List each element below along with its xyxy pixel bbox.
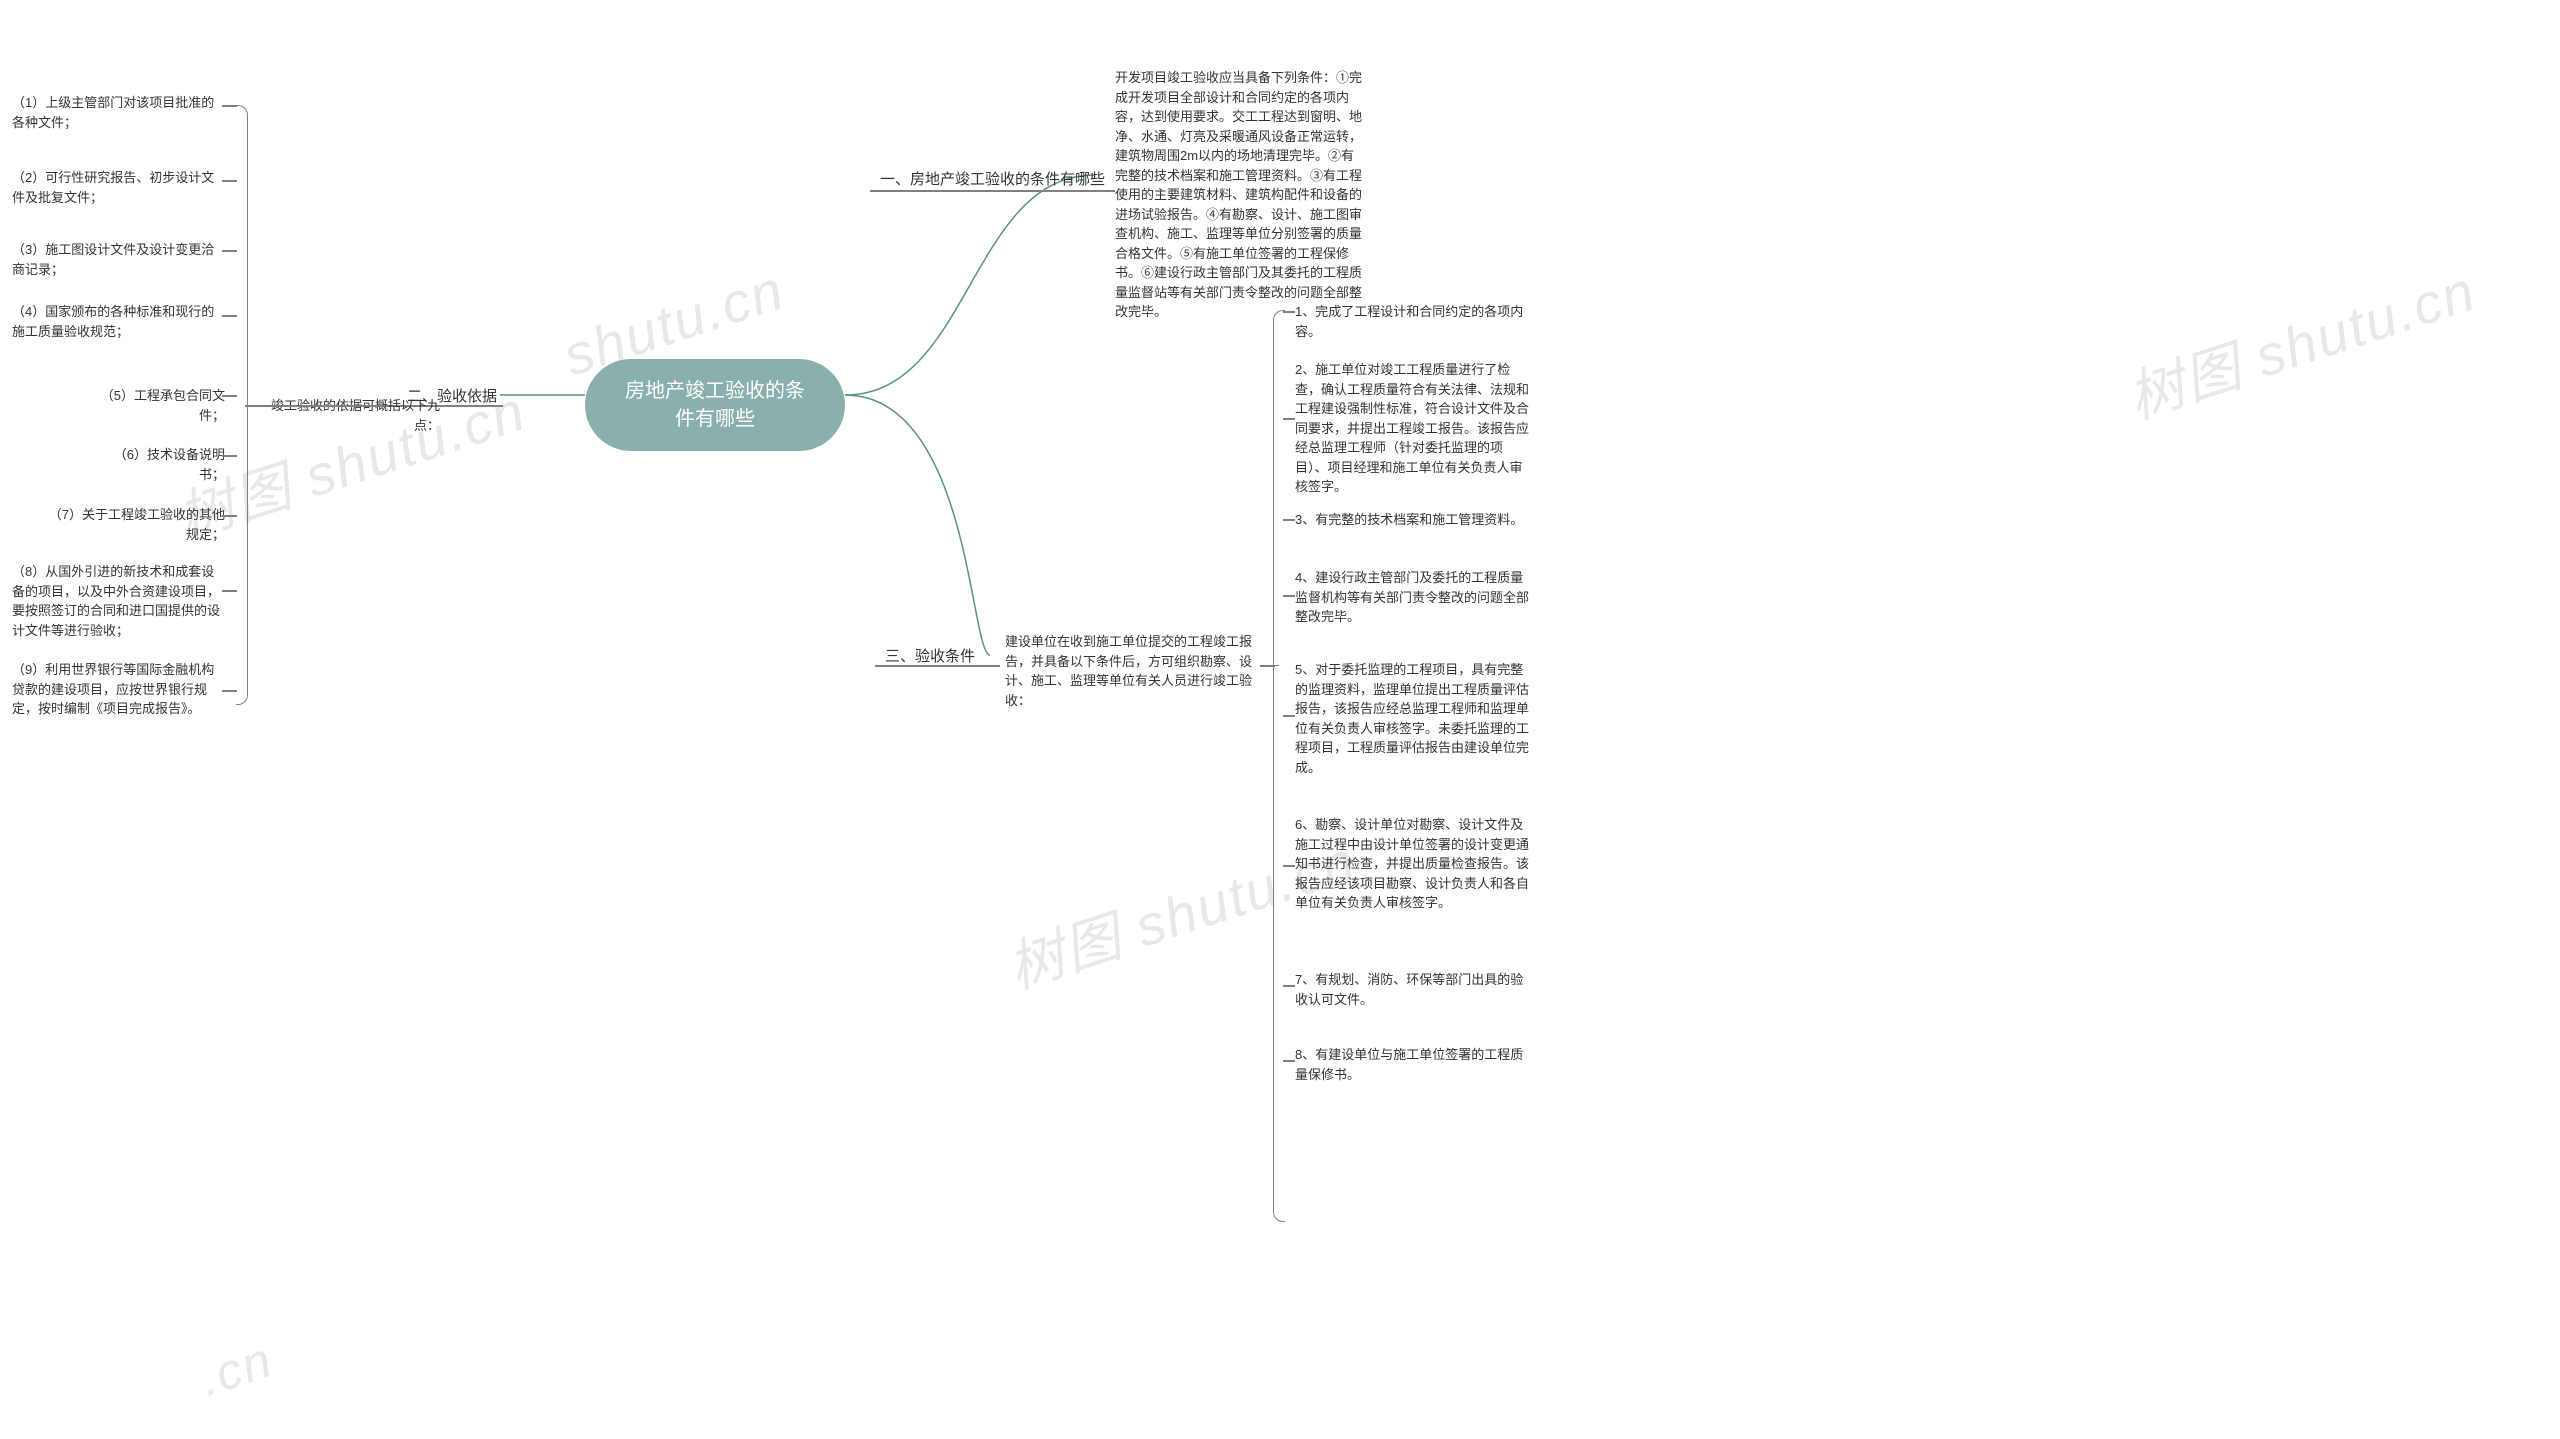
branch-3-item-3: 3、有完整的技术档案和施工管理资料。 — [1295, 510, 1535, 530]
branch-2-item-3: （3）施工图设计文件及设计变更洽商记录； — [12, 240, 227, 279]
branch-3-item-8: 8、有建设单位与施工单位签署的工程质量保修书。 — [1295, 1045, 1535, 1084]
branch-3-item-5: 5、对于委托监理的工程项目，具有完整的监理资料，监理单位提出工程质量评估报告，该… — [1295, 660, 1535, 777]
branch-3-item-6: 6、勘察、设计单位对勘察、设计文件及施工过程中由设计单位签署的设计变更通知书进行… — [1295, 815, 1535, 913]
item-line — [222, 315, 237, 317]
item-line — [222, 180, 237, 182]
branch-3-bracket — [1273, 310, 1285, 1222]
branch-2-bracket — [236, 105, 248, 705]
branch-2-item-2: （2）可行性研究报告、初步设计文件及批复文件； — [12, 168, 227, 207]
branch-3-item-7: 7、有规划、消防、环保等部门出具的验收认可文件。 — [1295, 970, 1535, 1009]
branch-2-item-6: （6）技术设备说明书； — [95, 445, 225, 484]
branch-2-item-1: （1）上级主管部门对该项目批准的各种文件； — [12, 93, 227, 132]
branch-2-item-5: （5）工程承包合同文件； — [75, 386, 225, 425]
watermark: 树图 shutu.cn — [2116, 246, 2485, 435]
item-line — [1283, 865, 1295, 867]
item-line — [222, 515, 237, 517]
branch-3-label: 三、验收条件 — [885, 645, 975, 666]
item-line — [222, 590, 237, 592]
item-line — [1283, 1060, 1295, 1062]
branch-1-underline — [870, 190, 1110, 192]
bracket-tick — [1273, 665, 1279, 666]
item-line — [1283, 519, 1295, 521]
branch-1-content: 开发项目竣工验收应当具备下列条件：①完成开发项目全部设计和合同约定的各项内容，达… — [1115, 68, 1365, 322]
branch-3-underline — [875, 665, 985, 667]
item-line — [1283, 418, 1295, 420]
item-line — [1283, 595, 1295, 597]
branch-2-item-7: （7）关于工程竣工验收的其他规定； — [40, 505, 225, 544]
item-line — [1283, 985, 1295, 987]
branch-2-item-9: （9）利用世界银行等国际金融机构贷款的建设项目，应按世界银行规定，按时编制《项目… — [12, 660, 227, 719]
item-line — [222, 105, 237, 107]
branch-2-item-8: （8）从国外引进的新技术和成套设备的项目，以及中外合资建设项目，要按照签订的合同… — [12, 562, 227, 640]
branch-3-item-2: 2、施工单位对竣工工程质量进行了检查，确认工程质量符合有关法律、法规和工程建设强… — [1295, 360, 1535, 497]
center-topic: 房地产竣工验收的条件有哪些 — [585, 359, 845, 451]
watermark: .cn — [193, 1330, 280, 1408]
branch-2-item-4: （4）国家颁布的各种标准和现行的施工质量验收规范； — [12, 302, 227, 341]
item-line — [222, 250, 237, 252]
branch-3-item-1: 1、完成了工程设计和合同约定的各项内容。 — [1295, 302, 1535, 341]
item-line — [1283, 311, 1295, 313]
branch-3-sub: 建设单位在收到施工单位提交的工程竣工报告，并具备以下条件后，方可组织勘察、设计、… — [1005, 632, 1260, 710]
item-line — [222, 690, 237, 692]
connector-line — [1100, 190, 1115, 192]
item-line — [1283, 715, 1295, 717]
branch-1-label: 一、房地产竣工验收的条件有哪些 — [880, 168, 1105, 189]
item-line — [222, 455, 237, 457]
connector-line — [245, 405, 385, 407]
item-line — [222, 395, 237, 397]
branch-3-item-4: 4、建设行政主管部门及委托的工程质量监督机构等有关部门责令整改的问题全部整改完毕… — [1295, 568, 1535, 627]
connector-line — [985, 665, 1000, 667]
branch-2-sub: 竣工验收的依据可概括以下九点： — [250, 396, 440, 435]
